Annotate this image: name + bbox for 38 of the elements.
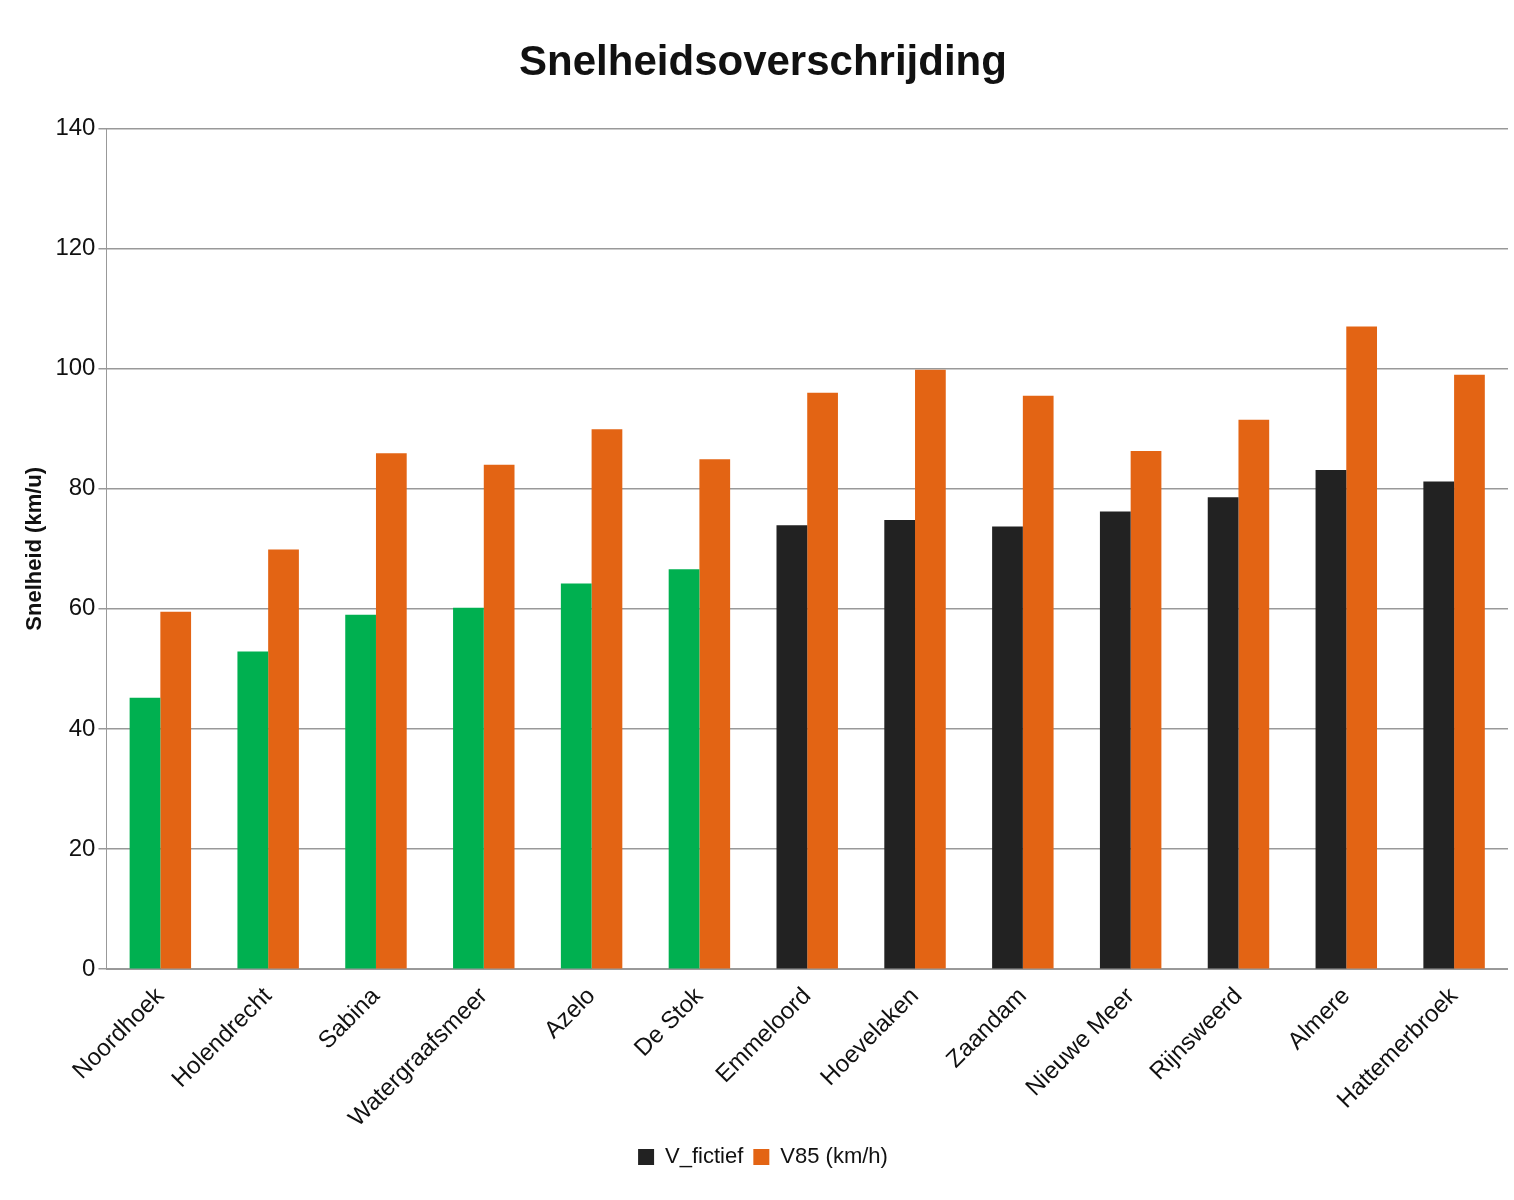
bar bbox=[776, 525, 808, 969]
bar bbox=[1238, 419, 1270, 969]
bar bbox=[1454, 374, 1485, 969]
bar bbox=[699, 459, 731, 969]
y-tick-label: 40 bbox=[68, 713, 96, 741]
bar bbox=[992, 526, 1023, 969]
y-tick-label: 120 bbox=[55, 233, 96, 261]
bar bbox=[1022, 395, 1054, 969]
bar bbox=[129, 697, 161, 969]
bar bbox=[1346, 326, 1378, 969]
bar bbox=[483, 464, 515, 969]
y-tick-label: 60 bbox=[68, 593, 96, 621]
legend-label: V_fictief bbox=[665, 1143, 745, 1169]
bar bbox=[1315, 470, 1347, 969]
bar bbox=[1099, 511, 1131, 969]
bar bbox=[884, 519, 916, 969]
bar bbox=[160, 611, 192, 969]
legend-label: V85 (km/h) bbox=[780, 1143, 888, 1169]
y-axis-title: Snelheid (km/u) bbox=[21, 466, 47, 631]
bar bbox=[1207, 497, 1239, 969]
bar bbox=[237, 651, 269, 969]
bar bbox=[560, 583, 592, 969]
y-tick-label: 0 bbox=[82, 953, 96, 981]
bar bbox=[345, 614, 376, 969]
y-tick-label: 100 bbox=[55, 353, 96, 381]
bar bbox=[668, 569, 700, 969]
y-tick-label: 20 bbox=[68, 833, 96, 861]
bar bbox=[807, 392, 838, 969]
bar bbox=[453, 607, 484, 969]
bar bbox=[1423, 481, 1455, 969]
bar bbox=[268, 549, 299, 969]
y-tick-label: 140 bbox=[55, 113, 96, 141]
y-tick-label: 80 bbox=[68, 473, 96, 501]
bar bbox=[375, 453, 407, 969]
bar bbox=[1130, 450, 1162, 969]
bar bbox=[915, 369, 946, 969]
chart-title: Snelheidsoverschrijding bbox=[519, 36, 1007, 84]
bar bbox=[591, 429, 623, 969]
